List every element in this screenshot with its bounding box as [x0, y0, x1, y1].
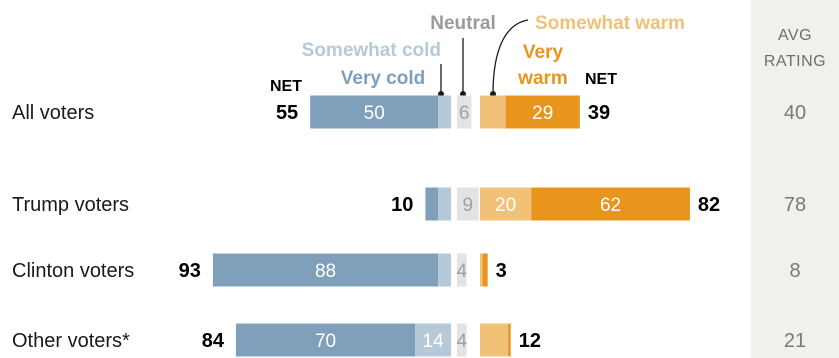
data-label-neutral: 4: [457, 331, 468, 352]
row-label: Other voters*: [12, 330, 130, 352]
row-label: Clinton voters: [12, 260, 134, 282]
bar-very-warm: [531, 187, 690, 221]
data-label-very-warm: 62: [600, 195, 621, 216]
data-label-neutral: 6: [459, 103, 470, 124]
bar-somewhat-cold: [438, 253, 451, 287]
avg-rating-band: [751, 0, 839, 358]
data-label-very-warm: 29: [532, 103, 553, 124]
bar-neutral: [457, 323, 467, 357]
net-cold-value: 10: [391, 194, 413, 216]
net-warm-value: 12: [519, 330, 541, 352]
leader-somewhat-warm: [492, 19, 529, 95]
row-label: Trump voters: [12, 194, 129, 216]
legend-very-cold: Very cold: [341, 68, 426, 89]
bar-neutral: [457, 253, 467, 287]
bar-somewhat-warm: [480, 253, 483, 287]
legend-somewhat-cold: Somewhat cold: [302, 40, 441, 61]
chart-rows: All voters 50 6 29 55 39 40 Trump voters 9 20 62 10…: [12, 95, 806, 357]
legend-very-warm-line2: warm: [517, 68, 568, 89]
avg-header-line2: RATING: [764, 53, 826, 70]
avg-rating-value: 21: [784, 330, 806, 352]
bar-very-cold: [235, 323, 416, 357]
net-cold-value: 84: [202, 330, 225, 352]
bar-very-warm: [482, 253, 488, 287]
data-label-somewhat-cold: 14: [423, 331, 445, 352]
bar-very-warm: [508, 323, 511, 357]
bar-somewhat-warm: [480, 323, 509, 357]
legend-leader-lines: [440, 19, 529, 95]
bar-neutral: [457, 187, 479, 221]
bar-somewhat-cold: [438, 95, 451, 129]
net-warm-value: 82: [698, 194, 720, 216]
bar-very-warm: [505, 95, 580, 129]
bar-somewhat-warm: [480, 187, 532, 221]
data-label-very-cold: 50: [364, 103, 385, 124]
bar-somewhat-cold: [438, 187, 451, 221]
data-label-neutral: 9: [463, 195, 474, 216]
bar-very-cold: [425, 187, 439, 221]
bar-very-cold: [212, 253, 439, 287]
net-cold-value: 93: [179, 260, 201, 282]
avg-rating-value: 78: [784, 194, 806, 216]
data-label-very-cold: 88: [315, 261, 336, 282]
avg-header-line1: AVG: [778, 27, 812, 44]
data-label-very-cold: 70: [315, 331, 336, 352]
legend-neutral: Neutral: [430, 13, 495, 34]
net-header-cold: NET: [270, 78, 302, 95]
avg-rating-value: 40: [784, 102, 806, 124]
net-warm-value: 39: [588, 102, 610, 124]
bar-very-cold: [310, 95, 439, 129]
net-cold-value: 55: [276, 102, 298, 124]
data-label-neutral: 4: [457, 261, 468, 282]
data-label-somewhat-warm: 20: [495, 195, 516, 216]
legend-very-warm-line1: Very: [523, 42, 564, 63]
legend-somewhat-warm: Somewhat warm: [535, 13, 685, 34]
net-header-warm: NET: [585, 71, 617, 88]
net-warm-value: 3: [496, 260, 507, 282]
avg-rating-value: 8: [789, 260, 800, 282]
bar-neutral: [457, 95, 472, 129]
bar-somewhat-cold: [415, 323, 451, 357]
row-label: All voters: [12, 102, 94, 124]
bar-somewhat-warm: [480, 95, 506, 129]
